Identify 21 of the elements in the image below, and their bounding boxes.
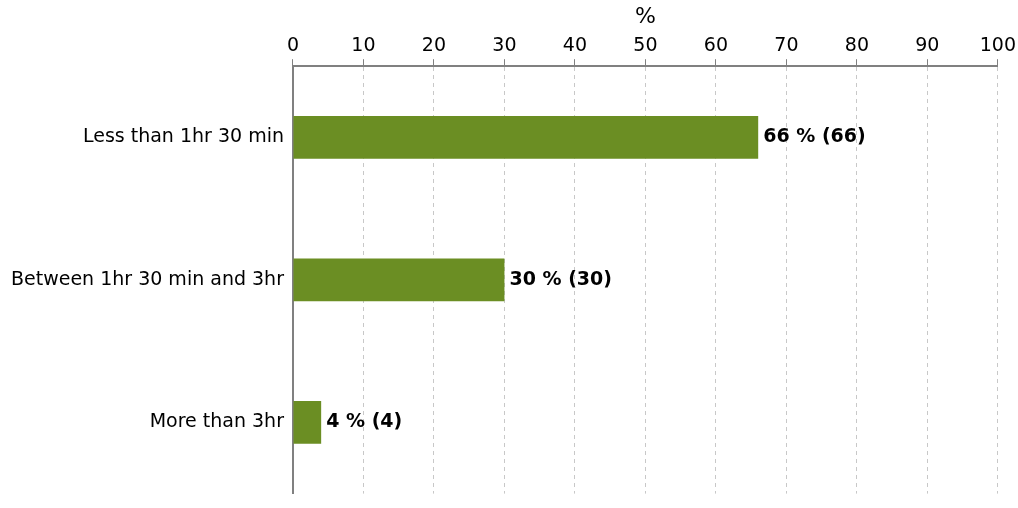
bar [293,401,322,444]
x-tick-label: 30 [492,32,517,55]
data-label: 30 % (30) [509,266,612,289]
y-tick-label: Between 1hr 30 min and 3hr [11,266,285,289]
data-label: 4 % (4) [326,409,403,432]
bar [293,116,759,159]
x-tick-label: 80 [844,32,869,55]
x-tick-label: 90 [915,32,940,55]
y-tick-label: Less than 1hr 30 min [82,124,284,147]
x-tick-label: 40 [562,32,588,55]
y-tick-label: More than 3hr [149,409,285,432]
x-tick-label: 0 [286,32,300,55]
bar [293,258,505,302]
x-tick-label: 60 [703,32,728,55]
x-tick-label: 100 [979,32,1016,55]
data-label: 66 % (66) [763,124,866,147]
x-tick-label: 20 [421,32,447,55]
x-tick-label: 70 [774,32,799,55]
x-tick-label: 50 [633,32,658,55]
x-tick-label: 10 [351,32,376,55]
x-axis-title: % [634,2,656,28]
